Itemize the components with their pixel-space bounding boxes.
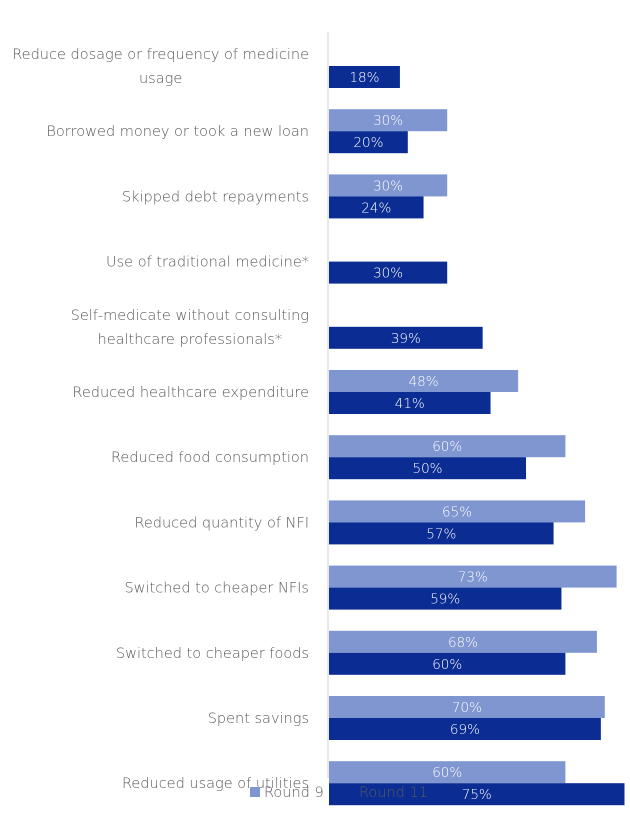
data-label: 65% (442, 504, 472, 520)
data-label: 60% (432, 657, 462, 673)
bar-round11 (329, 326, 483, 349)
data-label: 30% (373, 178, 403, 194)
category-label: Reduce dosage or frequency of medicine (12, 47, 309, 63)
bar-round9 (329, 109, 448, 132)
data-label: 68% (448, 635, 478, 651)
legend-label: Round 9 (264, 785, 324, 801)
bar-round11 (329, 652, 566, 675)
category-label: Reduced quantity of NFI (134, 515, 309, 531)
bar-round9 (329, 761, 566, 784)
legend-swatch-round9 (250, 787, 260, 797)
category-label: healthcare professionals* (98, 332, 283, 348)
bar-round9 (329, 370, 519, 392)
data-label: 60% (432, 765, 462, 781)
category-label: usage (139, 71, 182, 87)
data-label: 69% (450, 722, 480, 738)
category-label: Reduced usage of utilities (122, 776, 309, 792)
bar-round11 (329, 131, 408, 154)
bar-round11 (329, 196, 424, 219)
bar-round11 (329, 522, 554, 545)
data-label: 48% (409, 374, 439, 390)
bar-round11 (329, 783, 625, 806)
bar-round9 (329, 435, 566, 458)
data-label: 24% (361, 200, 391, 216)
bar-round11 (329, 457, 526, 480)
category-label: Reduced healthcare expenditure (72, 385, 309, 401)
category-label: Use of traditional medicine* (106, 255, 309, 271)
category-label: Spent savings (208, 711, 309, 727)
category-label: Switched to cheaper NFIs (124, 581, 309, 597)
bar-round11 (329, 587, 562, 610)
data-label: 57% (426, 526, 456, 542)
legend-label: Round 11 (359, 785, 428, 801)
bar-round9 (329, 565, 617, 588)
category-label: Borrowed money or took a new loan (46, 124, 309, 140)
bar-round11 (329, 718, 601, 740)
category-label: Self-medicate without consulting (71, 308, 309, 324)
bar-round9 (329, 630, 597, 653)
legend-swatch-round11 (345, 787, 355, 797)
data-label: 60% (432, 439, 462, 455)
data-label: 30% (373, 113, 403, 129)
bar-round9 (329, 174, 448, 197)
category-label: Switched to cheaper foods (116, 646, 309, 662)
data-label: 70% (452, 700, 482, 716)
bar-round11 (329, 261, 448, 284)
bar-round9 (329, 696, 605, 718)
data-label: 18% (349, 70, 379, 86)
bar-round9 (329, 500, 586, 523)
data-label: 75% (462, 787, 492, 803)
category-label: Skipped debt repayments (122, 189, 309, 205)
data-label: 50% (412, 461, 442, 477)
data-label: 73% (458, 570, 488, 586)
data-label: 30% (373, 266, 403, 282)
bar-round11 (329, 392, 491, 414)
data-label: 59% (430, 592, 460, 608)
bar-round11 (329, 66, 400, 88)
data-label: 20% (353, 135, 383, 151)
data-label: 41% (395, 396, 425, 412)
category-label: Reduced food consumption (111, 450, 309, 466)
data-label: 39% (391, 331, 421, 347)
